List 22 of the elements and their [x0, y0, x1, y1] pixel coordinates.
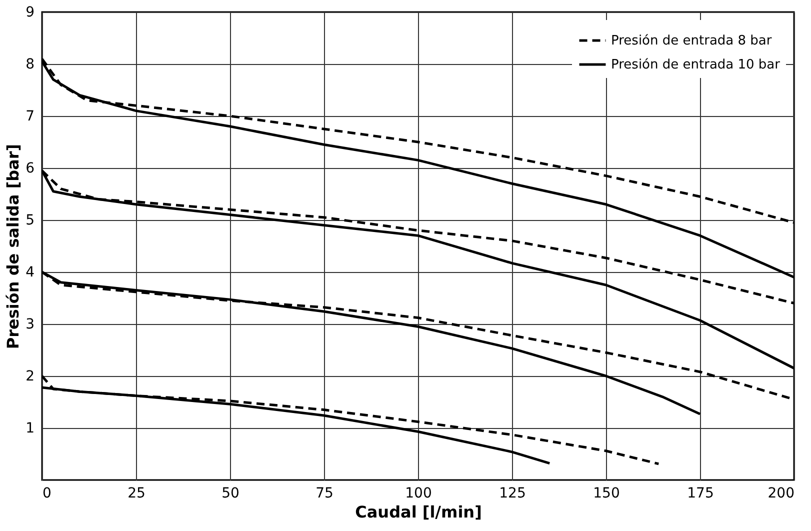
x-axis-title: Caudal [l/min] [355, 502, 482, 522]
x-tick-label: 0 [42, 486, 52, 502]
x-tick-label: 50 [222, 486, 240, 502]
y-tick-label: 7 [26, 108, 34, 124]
y-tick-label: 1 [26, 420, 34, 436]
legend-label: Presión de entrada 10 bar [611, 58, 781, 72]
x-tick-label: 25 [128, 486, 146, 502]
y-tick-label: 5 [26, 212, 34, 228]
x-tick-label: 175 [687, 486, 714, 502]
y-tick-label: 2 [26, 368, 34, 384]
y-tick-label: 4 [26, 264, 35, 280]
y-tick-label: 8 [26, 56, 34, 72]
x-tick-label: 200 [768, 486, 794, 502]
legend-label: Presión de entrada 8 bar [611, 34, 772, 48]
y-tick-label: 9 [26, 4, 34, 20]
x-tick-label: 75 [316, 486, 334, 502]
y-tick-label: 6 [26, 160, 35, 176]
x-tick-label: 100 [405, 486, 432, 502]
y-tick-label: 3 [26, 316, 34, 332]
x-tick-label: 125 [499, 486, 526, 502]
x-tick-label: 150 [593, 486, 620, 502]
y-axis-title: Presión de salida [bar] [4, 144, 23, 350]
